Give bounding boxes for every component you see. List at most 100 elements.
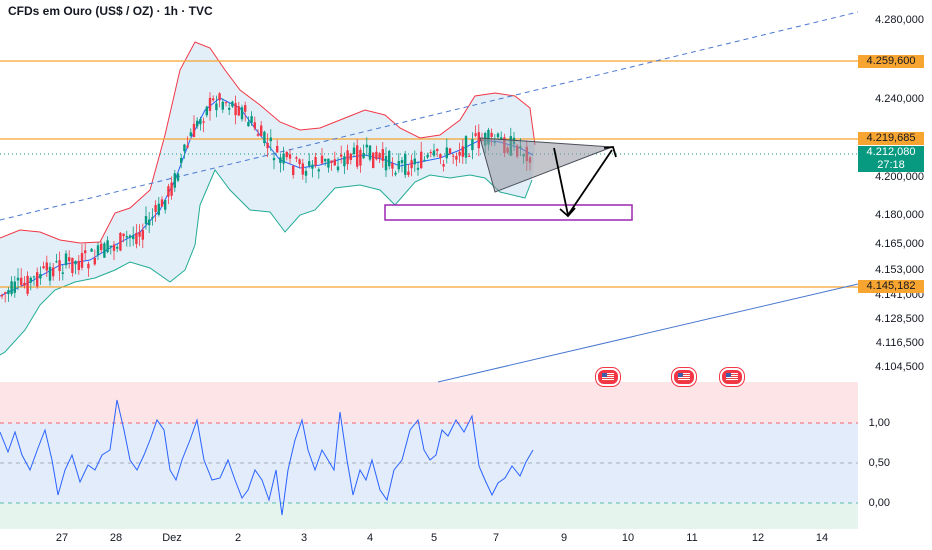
candle-body: [58, 260, 61, 272]
candle-body: [135, 232, 138, 245]
candle-body: [167, 186, 170, 197]
us-flag-icon[interactable]: [720, 368, 744, 386]
candle-body: [141, 229, 144, 240]
triangle-pattern[interactable]: [479, 137, 613, 193]
candle-body: [228, 107, 231, 110]
time-axis-label: 3: [300, 532, 308, 544]
time-axis-label: 14: [815, 532, 829, 544]
candle-body: [122, 233, 125, 237]
candle-body: [282, 153, 285, 164]
candle-body: [276, 145, 279, 153]
candle-body: [32, 276, 36, 278]
candle-body: [90, 248, 93, 252]
candle-body: [448, 148, 452, 154]
resistance-top-price-tag: 4.259,600: [858, 55, 924, 68]
candle-body: [205, 106, 208, 116]
candle-body: [157, 203, 160, 215]
candle-body: [173, 173, 176, 188]
candle-body: [333, 159, 336, 166]
candle-body: [464, 136, 468, 158]
projection-arrowhead-up: [603, 146, 617, 158]
candle-body: [74, 261, 77, 265]
candle-body: [320, 155, 324, 164]
candle-body: [461, 146, 464, 157]
price-axis-label: 4.116,500: [875, 337, 924, 349]
resistance-mid-price-tag: 4.219,685: [858, 132, 924, 145]
candle-body: [468, 155, 471, 157]
candle-body: [429, 152, 432, 154]
candle-body: [343, 156, 346, 167]
candle-body: [13, 281, 16, 293]
candle-body: [128, 235, 132, 238]
candle-body: [477, 132, 480, 149]
candle-body: [224, 102, 228, 104]
candle-body: [20, 277, 23, 285]
price-axis-label: 4.128,500: [875, 313, 924, 325]
rising-trendline[interactable]: [437, 283, 859, 383]
candle-body: [263, 131, 266, 144]
candle-body: [285, 152, 288, 158]
candle-body: [186, 145, 189, 148]
candle-body: [164, 199, 167, 210]
candle-body: [352, 147, 356, 155]
candle-body: [125, 236, 128, 238]
candle-body: [61, 272, 64, 274]
candle-body: [170, 182, 173, 196]
candle-body: [490, 132, 493, 137]
candle-body: [29, 277, 32, 283]
candle-body: [279, 157, 282, 164]
time-axis-label: 2: [234, 532, 242, 544]
time-axis-label: 7: [492, 532, 500, 544]
candle-body: [237, 106, 240, 116]
demand-zone-rectangle[interactable]: [384, 204, 633, 221]
time-axis-label: 9: [560, 532, 568, 544]
candle-body: [144, 216, 148, 225]
us-flag-icon[interactable]: [596, 368, 620, 386]
candle-body: [176, 173, 180, 181]
price-axis-label: 4.280,000: [875, 14, 924, 26]
candle-body: [420, 151, 423, 169]
candle-body: [266, 143, 269, 149]
candle-body: [26, 275, 29, 294]
current-price-tag: 4.212,080 27:18: [858, 146, 924, 172]
candle-body: [244, 105, 247, 112]
candle-body: [96, 245, 100, 256]
candle-body: [109, 245, 112, 248]
candle-body: [432, 150, 436, 156]
candle-body: [192, 123, 196, 138]
candle-body: [7, 290, 10, 295]
candle-body: [445, 147, 448, 159]
symbol-title[interactable]: CFDs em Ouro (US$ / OZ) · 1h · TVC: [8, 4, 213, 18]
candle-body: [84, 250, 87, 254]
candle-body: [208, 97, 212, 111]
candle-body: [397, 161, 400, 170]
candle-body: [0, 294, 4, 297]
oscillator-axis-label: 0,00: [868, 497, 890, 509]
time-axis-label: 5: [430, 532, 438, 544]
candle-body: [212, 98, 215, 101]
candle-body: [52, 267, 55, 277]
candle-body: [423, 159, 426, 161]
price-axis-label: 4.200,000: [875, 171, 924, 183]
candle-body: [308, 161, 311, 166]
us-flag-icon[interactable]: [672, 368, 696, 386]
candle-body: [368, 145, 372, 160]
time-axis-label: Dez: [162, 532, 182, 544]
candle-body: [189, 132, 192, 137]
candle-body: [301, 163, 304, 175]
dashed-trendline[interactable]: [0, 11, 859, 221]
candle-body: [55, 261, 58, 263]
bb-upper-band: [0, 41, 536, 244]
bb-lower-band: [0, 169, 533, 356]
candle-body: [250, 116, 253, 123]
oscillator-axis-label: 1,00: [868, 417, 890, 429]
candle-body: [231, 101, 234, 107]
time-axis-label: 28: [109, 532, 123, 544]
candle-countdown: 27:18: [877, 159, 905, 171]
candle-body: [413, 158, 416, 165]
candle-body: [330, 160, 333, 163]
candle-body: [77, 260, 80, 271]
candle-body: [381, 149, 384, 161]
candle-body: [221, 101, 224, 110]
